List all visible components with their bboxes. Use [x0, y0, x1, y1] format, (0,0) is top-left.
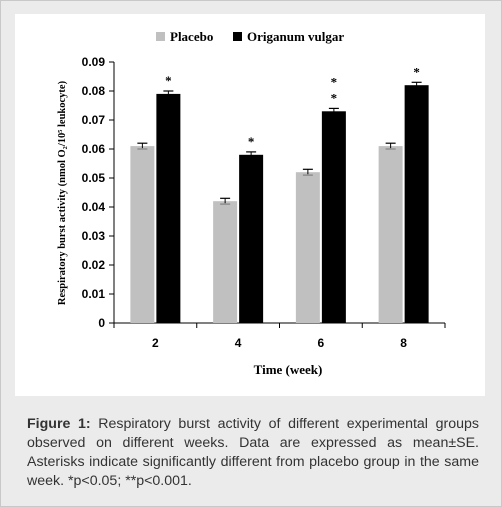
bar-origanum	[404, 85, 429, 323]
x-tick-label: 2	[152, 336, 159, 350]
bar-placebo	[213, 201, 238, 323]
bar-origanum	[156, 93, 181, 324]
legend-label: Origanum vulgar	[247, 29, 344, 44]
y-tick-label: 0.08	[82, 84, 106, 98]
bar-placebo	[378, 146, 403, 323]
significance-star: *	[331, 74, 338, 89]
y-tick-label: 0.07	[82, 113, 106, 127]
legend-swatch-origanum	[233, 32, 242, 41]
significance-star: *	[248, 134, 255, 149]
bar-placebo	[295, 172, 320, 323]
y-tick-label: 0.09	[82, 55, 106, 69]
figure-caption: Figure 1: Respiratory burst activity of …	[27, 415, 479, 491]
y-axis-label: Respiratory burst activity (nmol O₂/10⁵ …	[57, 80, 68, 305]
y-tick-label: 0.06	[82, 142, 106, 156]
bar-origanum	[239, 154, 264, 323]
x-tick-label: 4	[235, 336, 242, 350]
caption-text: Respiratory burst activity of different …	[27, 416, 479, 489]
significance-star: *	[331, 90, 338, 105]
significance-star: *	[165, 73, 172, 88]
caption-label: Figure 1:	[27, 416, 91, 432]
bar-placebo	[130, 146, 155, 323]
x-axis-label: Time (week)	[254, 362, 323, 377]
significance-star: *	[413, 64, 420, 79]
y-tick-label: 0.01	[82, 287, 106, 301]
legend-swatch-placebo	[156, 32, 165, 41]
y-tick-label: 0.03	[82, 229, 106, 243]
x-tick-label: 6	[318, 336, 325, 350]
bar-origanum	[321, 111, 346, 323]
y-tick-label: 0.02	[82, 258, 106, 272]
bar-chart: 0 0.01 0.02 0.03 0.04 0.05 0.06 0.07 0.08 0.09 2 * 4…	[57, 29, 446, 377]
legend-label: Placebo	[170, 29, 213, 44]
y-tick-label: 0.05	[82, 171, 106, 185]
y-tick-label: 0	[98, 316, 105, 330]
x-tick-label: 8	[400, 336, 407, 350]
y-tick-label: 0.04	[82, 200, 106, 214]
